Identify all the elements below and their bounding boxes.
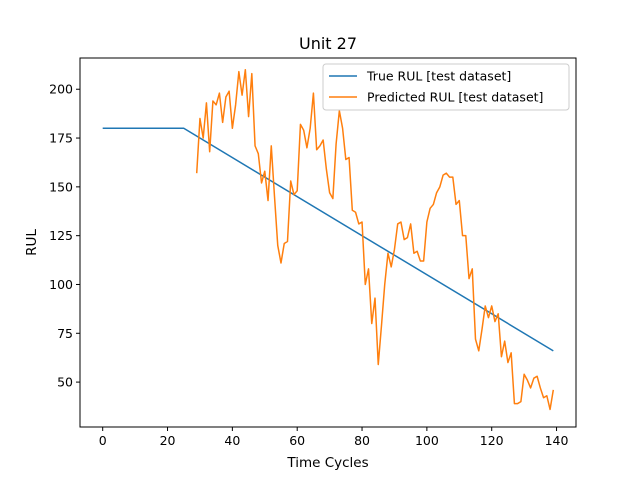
y-tick-label: 100 bbox=[49, 277, 73, 292]
series-line-1 bbox=[102, 127, 554, 352]
y-tick-label: 200 bbox=[49, 82, 73, 97]
y-tick-label: 175 bbox=[49, 131, 73, 146]
x-tick-label: 140 bbox=[545, 433, 569, 448]
y-tick-label: 75 bbox=[57, 326, 73, 341]
x-tick-label: 120 bbox=[480, 433, 504, 448]
x-tick-label: 20 bbox=[160, 433, 176, 448]
x-tick-label: 40 bbox=[224, 433, 240, 448]
y-tick-label: 125 bbox=[49, 228, 73, 243]
plot-frame bbox=[79, 57, 577, 428]
x-tick-label: 100 bbox=[415, 433, 439, 448]
x-tick-label: 80 bbox=[354, 433, 370, 448]
x-axis-label: Time Cycles bbox=[286, 455, 368, 471]
x-tick-label: 0 bbox=[99, 433, 107, 448]
y-axis-ticks: 50 75 100 125 150 175 200 bbox=[49, 82, 80, 390]
legend-box bbox=[322, 63, 570, 111]
legend: True RUL [test dataset] Predicted RUL [te… bbox=[322, 63, 570, 111]
series-line-2 bbox=[195, 68, 555, 411]
y-tick-label: 50 bbox=[57, 375, 73, 390]
y-tick-label: 150 bbox=[49, 179, 73, 194]
chart-title: Unit 27 bbox=[299, 34, 357, 53]
series-layer bbox=[102, 68, 555, 411]
legend-label: True RUL [test dataset] bbox=[366, 69, 511, 84]
legend-label: Predicted RUL [test dataset] bbox=[367, 90, 543, 105]
x-tick-label: 60 bbox=[289, 433, 305, 448]
y-axis-label: RUL bbox=[24, 229, 40, 256]
x-axis-ticks: 0 20 40 60 80 100 120 140 bbox=[99, 427, 569, 448]
